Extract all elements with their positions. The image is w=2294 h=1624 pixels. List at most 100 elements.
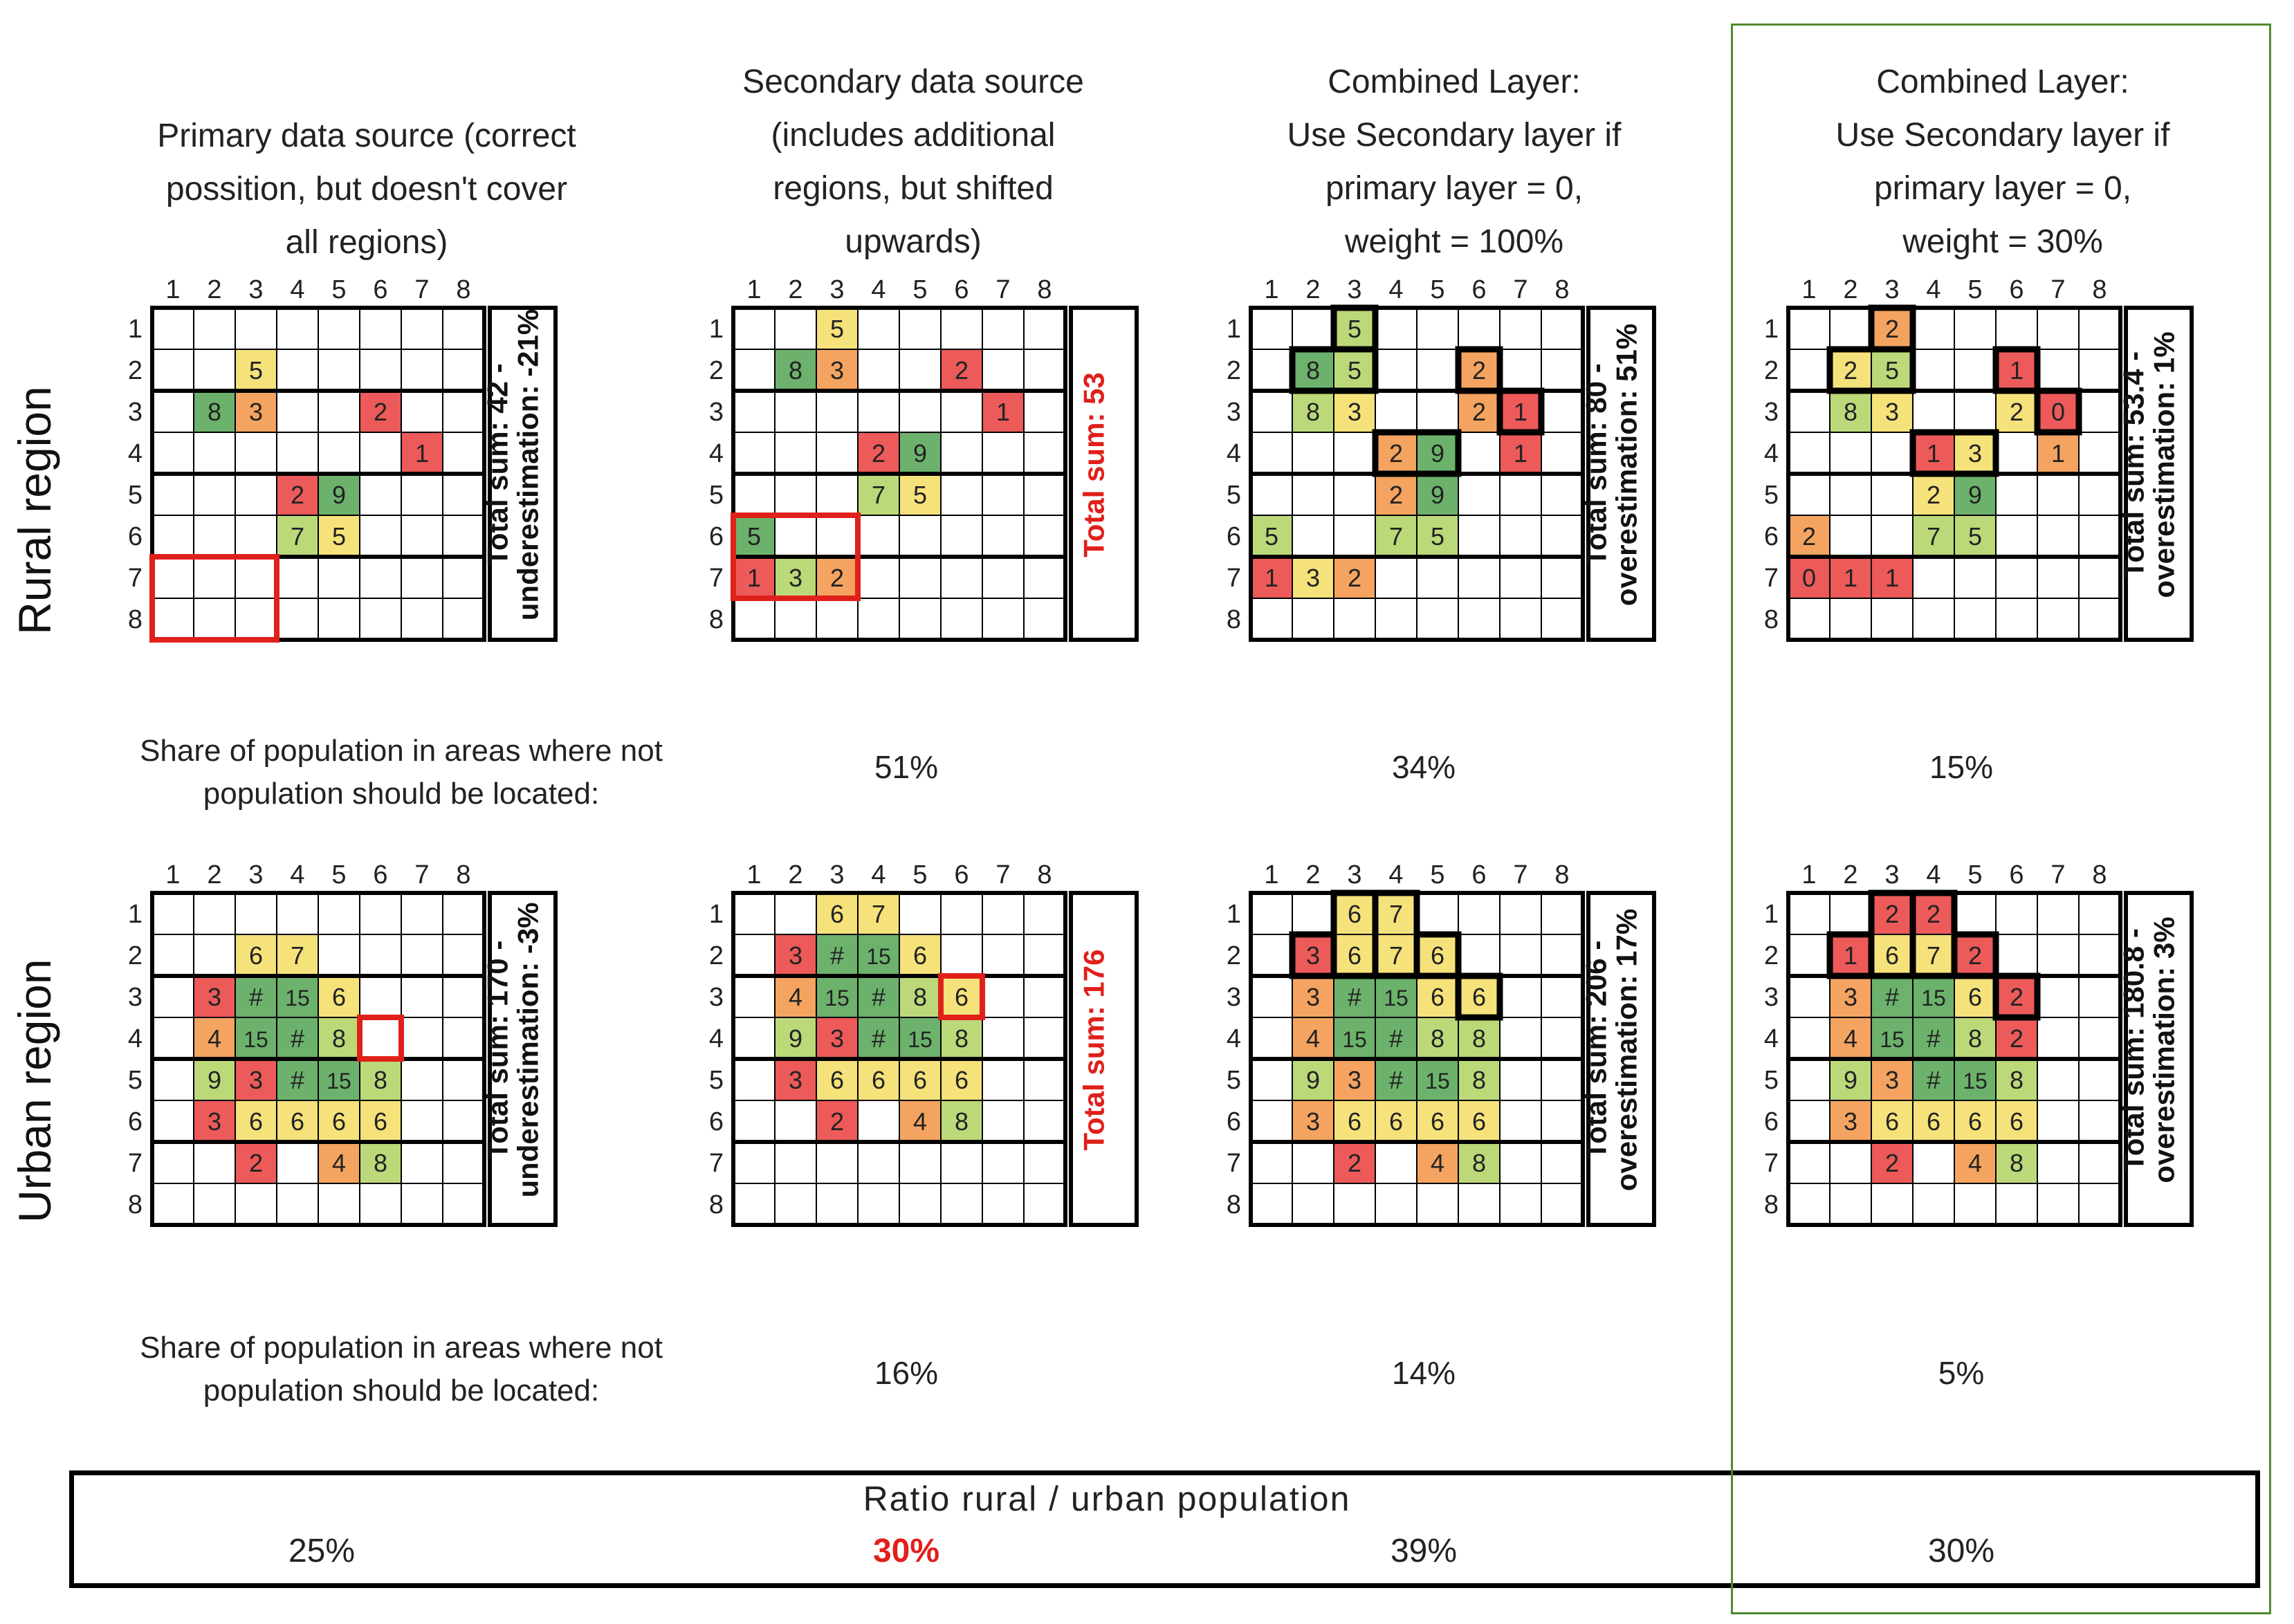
grid-cell	[1996, 976, 2037, 1017]
grid-cell	[1788, 515, 1830, 557]
col-axis-label: 8	[1554, 860, 1569, 889]
grid-cell	[1334, 976, 1375, 1017]
grid-cell	[816, 308, 858, 349]
share-label-line: population should be located:	[203, 777, 600, 811]
col-axis-label: 3	[1884, 860, 1899, 889]
total-sum-box	[2124, 891, 2194, 1227]
col-axis-label: 8	[1554, 275, 1569, 304]
col-axis-label: 5	[331, 275, 346, 304]
grid-cell	[858, 1059, 899, 1100]
col-axis-label: 7	[995, 275, 1010, 304]
cell-value: 3	[1844, 1107, 1857, 1136]
grid-cell	[1954, 1100, 1996, 1142]
row-axis-label: 3	[709, 398, 724, 427]
row-axis-label: 2	[1227, 356, 1241, 385]
grid-cell	[733, 515, 775, 557]
row-axis-label: 5	[1764, 481, 1779, 510]
ratio-title: Ratio rural / urban population	[863, 1479, 1351, 1518]
cell-value: 15	[1963, 1069, 1988, 1094]
row-axis-label: 7	[128, 564, 143, 593]
row-axis-label: 2	[1764, 356, 1779, 385]
grid-cell	[1334, 934, 1375, 976]
grid-cell	[235, 1059, 277, 1100]
row-axis-label: 6	[1227, 1107, 1241, 1136]
cell-value: 6	[913, 941, 927, 970]
grid-cell	[360, 391, 401, 432]
col-axis-label: 4	[290, 860, 304, 889]
cell-value: 1	[747, 564, 761, 592]
cell-value: 6	[1389, 1107, 1403, 1136]
grid-cell	[1292, 1059, 1334, 1100]
share-value-urban-4: 5%	[1938, 1355, 1985, 1391]
row-axis-label: 4	[128, 1024, 143, 1053]
cell-value: 1	[415, 439, 429, 468]
grid-cell	[858, 976, 899, 1017]
grid-cell	[318, 1100, 360, 1142]
cell-value: 2	[830, 1107, 844, 1136]
grid-frame	[1249, 306, 1585, 642]
col-axis-label: 6	[1471, 860, 1486, 889]
cell-value: 3	[1968, 439, 1982, 468]
grid-cell	[1830, 1100, 1871, 1142]
grid-cell	[1913, 893, 1954, 934]
grid-frame	[1786, 306, 2122, 642]
grid-cell	[1871, 1017, 1913, 1059]
grid-cell	[1292, 391, 1334, 432]
grid-cell	[1292, 1100, 1334, 1142]
source-highlight-box	[1289, 931, 1337, 979]
cell-value: 6	[830, 900, 844, 928]
cell-value: 6	[1348, 900, 1361, 928]
cell-value: 15	[327, 1069, 351, 1094]
row-axis-label: 7	[1764, 564, 1779, 593]
grid-cell	[1417, 515, 1458, 557]
grid-cell	[1871, 1100, 1913, 1142]
total-sum-box	[488, 891, 558, 1227]
cell-value: 6	[1348, 1107, 1361, 1136]
total-sum-box	[1069, 306, 1139, 642]
grid-cell	[318, 1017, 360, 1059]
grid-cell	[1996, 391, 2037, 432]
grid-cell	[1871, 1142, 1913, 1183]
grid-cell	[1954, 432, 1996, 474]
col-axis-label: 8	[456, 860, 470, 889]
cell-value: #	[872, 983, 886, 1011]
cell-value: 3	[1885, 398, 1899, 426]
row-axis-label: 7	[1227, 564, 1241, 593]
cell-value: 2	[1927, 481, 1940, 509]
col-axis-label: 5	[912, 275, 927, 304]
cell-value: 15	[1425, 1069, 1450, 1094]
cell-value: 15	[244, 1027, 268, 1052]
col-axis-label: 7	[1513, 860, 1527, 889]
col-axis-label: 4	[1926, 275, 1940, 304]
col-axis-label: 4	[290, 275, 304, 304]
cell-value: 8	[208, 398, 221, 426]
col-axis-label: 3	[829, 275, 844, 304]
cell-value: 9	[1431, 481, 1444, 509]
cell-value: 9	[332, 481, 346, 509]
total-sum-text: overestimation: 3%	[2148, 916, 2181, 1183]
grid-cell	[858, 474, 899, 515]
total-sum-text: Total sum: 180.8 -	[2118, 928, 2150, 1172]
row-axis-label: 8	[1227, 605, 1241, 634]
grid-cell	[401, 432, 443, 474]
cell-value: 15	[1384, 986, 1408, 1011]
row-axis-label: 4	[1227, 1024, 1241, 1053]
total-sum-box	[1586, 306, 1656, 642]
cell-value: 1	[2051, 439, 2065, 468]
grid-cell	[1292, 976, 1334, 1017]
grid-cell	[1871, 976, 1913, 1017]
grid-cell	[1871, 934, 1913, 976]
source-highlight-box	[1826, 346, 1916, 394]
cell-value: 3	[249, 398, 263, 426]
source-highlight-box	[1992, 346, 2041, 394]
col-axis-label: 6	[373, 275, 387, 304]
grid-cell	[277, 474, 318, 515]
total-sum-text: Total sum: 80 -	[1580, 363, 1613, 566]
ratio-box	[69, 1470, 2260, 1588]
grid-cell	[277, 515, 318, 557]
col-axis-label: 1	[165, 860, 180, 889]
total-sum-box	[1586, 891, 1656, 1227]
